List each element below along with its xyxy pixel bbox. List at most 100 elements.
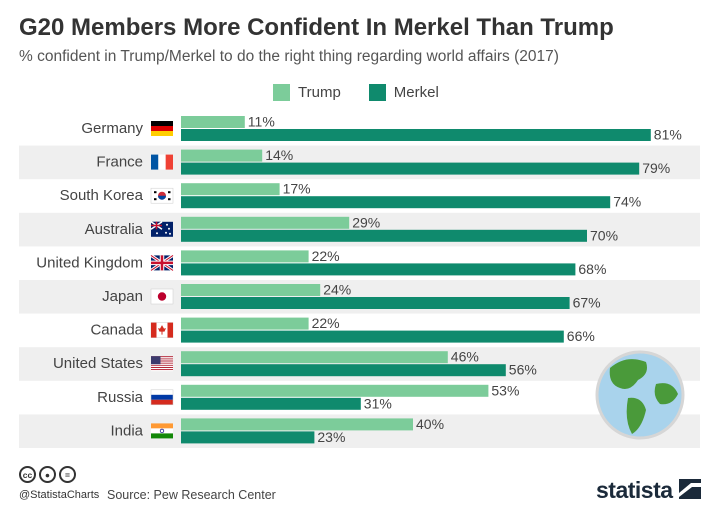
value-label-merkel-united-kingdom: 68% xyxy=(578,261,606,277)
value-label-trump-canada: 22% xyxy=(312,315,340,331)
flag-stripe xyxy=(151,423,173,429)
flag-stripe xyxy=(151,121,173,126)
source-note: Source: Pew Research Center xyxy=(107,488,276,502)
flag-stripe xyxy=(151,365,173,367)
flag-maple-leaf xyxy=(158,325,166,335)
category-label-australia: Australia xyxy=(85,221,144,238)
flag-stripe xyxy=(151,356,173,358)
flag-stripe xyxy=(151,131,173,136)
flag-trigram xyxy=(168,198,171,201)
value-label-merkel-south-korea: 74% xyxy=(613,194,641,210)
license-icons: cc ● = xyxy=(19,466,76,483)
canada-flag-icon xyxy=(150,322,174,338)
australia-flag-icon xyxy=(150,221,173,237)
flag-stripe xyxy=(151,126,173,131)
flag-stripe xyxy=(151,369,173,371)
value-label-merkel-united-states: 56% xyxy=(509,362,537,378)
value-label-merkel-australia: 70% xyxy=(590,227,618,243)
flag-star xyxy=(165,231,167,234)
category-label-russia: Russia xyxy=(97,389,144,406)
flag-stripe xyxy=(151,358,173,360)
globe-landmass xyxy=(609,359,647,389)
flag-stripe xyxy=(158,154,166,170)
bar-merkel-russia xyxy=(181,397,361,410)
category-label-united-states: United States xyxy=(53,355,143,372)
flag-trigram xyxy=(154,198,157,201)
bar-trump-russia xyxy=(181,384,489,397)
flag-disc xyxy=(157,292,167,301)
bar-trump-australia xyxy=(181,216,350,229)
category-label-germany: Germany xyxy=(81,120,143,137)
bar-merkel-australia xyxy=(181,229,587,242)
globe-landmass xyxy=(654,383,678,405)
category-label-france: France xyxy=(96,154,143,171)
bar-merkel-united-states xyxy=(181,364,506,377)
flag-stripe xyxy=(151,364,173,366)
flag-stripe xyxy=(151,370,173,372)
value-label-merkel-india: 23% xyxy=(317,429,345,445)
bar-merkel-united-kingdom xyxy=(181,263,576,276)
value-label-trump-france: 14% xyxy=(265,147,293,163)
flag-cross-red xyxy=(151,255,173,271)
value-label-trump-united-kingdom: 22% xyxy=(312,248,340,264)
value-label-merkel-russia: 31% xyxy=(364,395,392,411)
legend-label-trump: Trump xyxy=(298,83,341,101)
south-korea-flag-icon xyxy=(150,187,174,204)
japan-flag-icon xyxy=(150,288,174,305)
united-kingdom-flag-icon xyxy=(150,254,174,272)
legend-label-merkel: Merkel xyxy=(393,83,439,101)
india-flag-icon xyxy=(151,423,173,439)
value-label-trump-australia: 29% xyxy=(352,214,380,230)
flag-canton xyxy=(151,356,161,365)
flag-stripe xyxy=(151,394,173,400)
bar-trump-canada xyxy=(181,317,309,330)
flag-stripe xyxy=(151,399,173,405)
bar-merkel-japan xyxy=(181,297,570,309)
flag-chakra xyxy=(159,428,165,434)
value-label-trump-russia: 53% xyxy=(491,382,519,398)
flag-stripe xyxy=(151,362,173,364)
flag-stripe xyxy=(151,433,173,439)
bar-trump-united-states xyxy=(181,351,448,364)
flag-stripe xyxy=(151,367,173,370)
legend-item-trump: Trump xyxy=(273,83,341,101)
chart-title: G20 Members More Confident In Merkel Tha… xyxy=(19,14,614,41)
flag-star xyxy=(168,227,170,230)
no-derivatives-icon: = xyxy=(59,466,76,483)
united-states-flag-icon xyxy=(151,356,173,372)
bar-trump-france xyxy=(181,149,263,162)
flag-trigram xyxy=(154,191,157,194)
statista-logo: statista xyxy=(596,477,673,503)
legend-swatch-merkel xyxy=(368,83,386,101)
flag-stripe xyxy=(151,359,173,361)
flag-stripe xyxy=(151,154,159,170)
category-label-south-korea: South Korea xyxy=(60,187,144,204)
globe-landmass xyxy=(626,397,646,434)
globe-icon xyxy=(595,350,685,440)
flag-stripe xyxy=(151,428,173,434)
flag-circle-half xyxy=(158,195,166,200)
category-label-united-kingdom: United Kingdom xyxy=(36,254,143,271)
value-label-trump-south-korea: 17% xyxy=(283,181,311,197)
twitter-handle: @StatistaCharts xyxy=(19,489,100,501)
statista-logo-icon xyxy=(679,479,701,499)
legend: Trump Merkel xyxy=(273,82,467,102)
bar-merkel-france xyxy=(181,162,640,175)
russia-flag-icon xyxy=(150,389,174,406)
bar-trump-united-kingdom xyxy=(181,250,309,263)
bar-trump-india xyxy=(181,418,413,431)
flag-stripe xyxy=(165,154,173,170)
legend-swatch-trump xyxy=(273,83,290,101)
flag-star xyxy=(166,223,168,226)
bar-trump-south-korea xyxy=(181,183,280,196)
category-label-india: India xyxy=(110,422,143,439)
legend-item-merkel: Merkel xyxy=(368,83,439,101)
flag-stripe xyxy=(151,361,173,363)
value-label-trump-japan: 24% xyxy=(323,282,351,298)
flag-stripe xyxy=(151,360,173,362)
bar-chart: Germany 11% 81% France 14% 79% South Korea 17% 7… xyxy=(19,114,700,448)
chart-subtitle: % confident in Trump/Merkel to do the ri… xyxy=(19,48,559,65)
category-label-canada: Canada xyxy=(90,322,143,339)
value-label-merkel-japan: 67% xyxy=(573,295,601,311)
flag-stripe xyxy=(151,363,173,365)
